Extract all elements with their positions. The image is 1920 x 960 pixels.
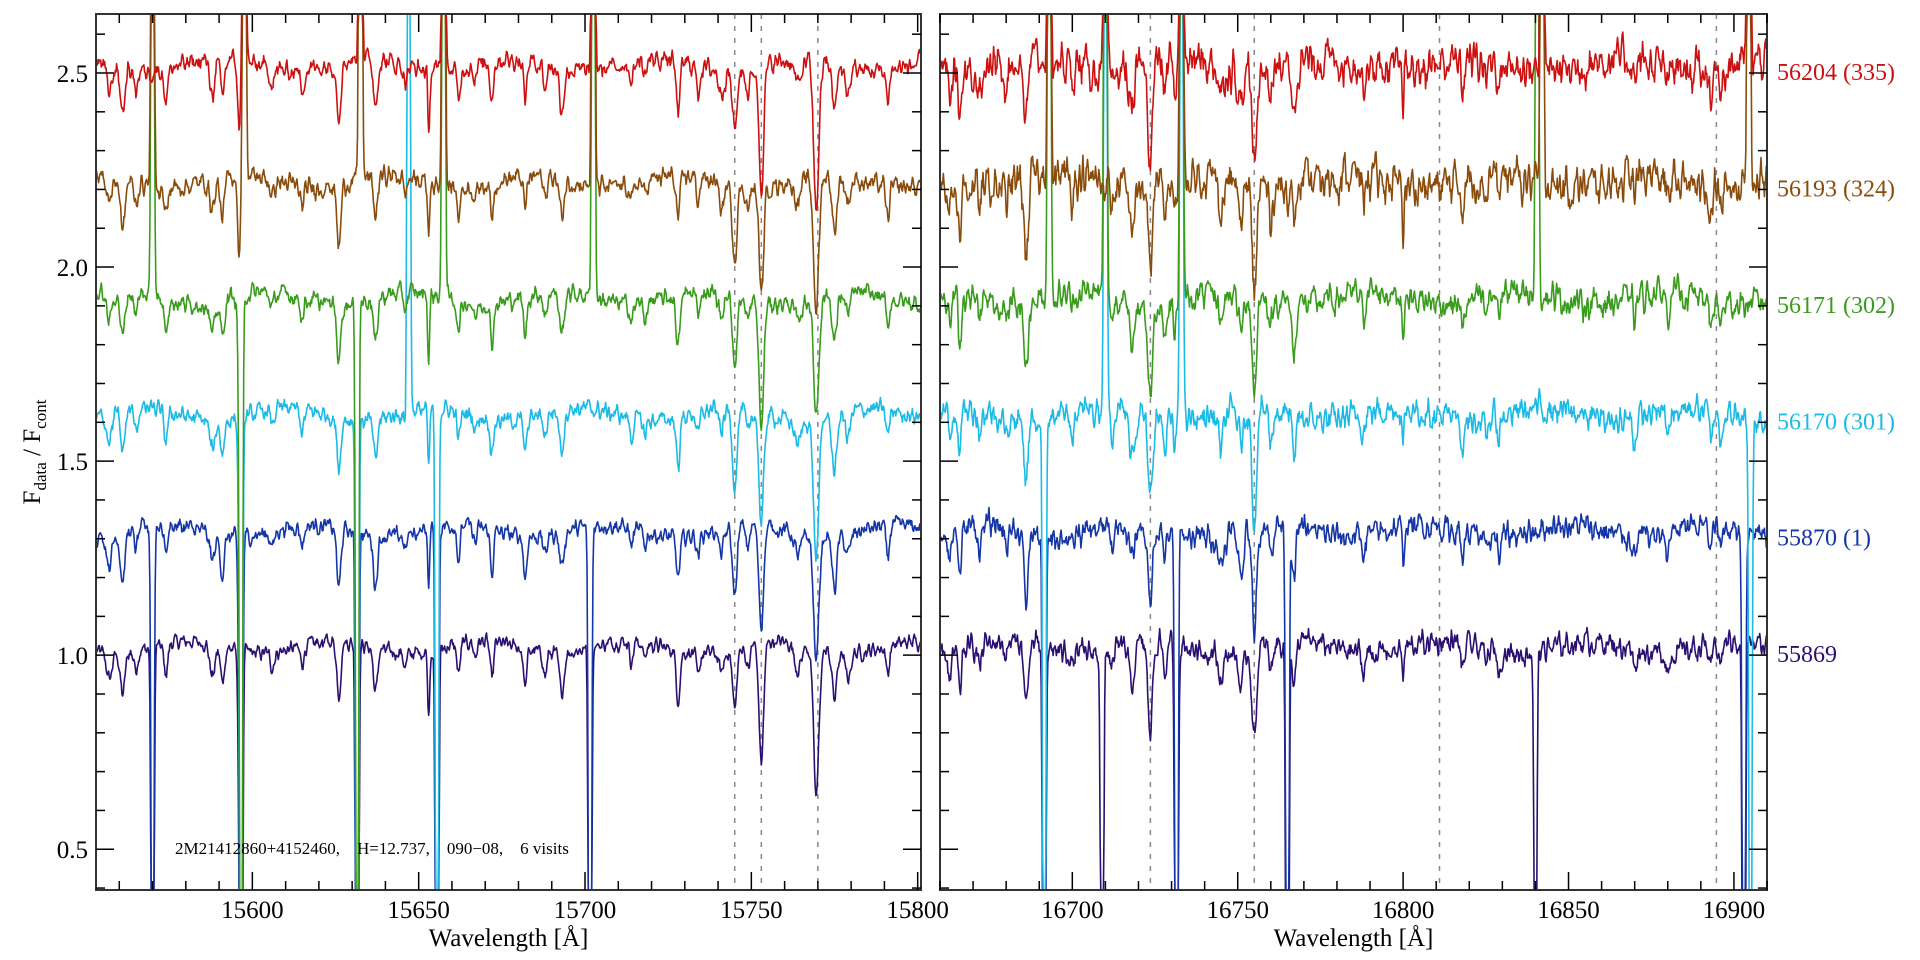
y-axis-title: Fdata / Fcont [19,399,50,504]
spectrum-55870 [96,514,921,890]
spectra-group [96,14,921,890]
spectrum-56193 [96,14,921,315]
x-axis-title: Wavelength [Å] [429,925,589,952]
spectrum-56171 [940,14,1767,399]
x-tick-label: 15600 [221,897,284,924]
legend-label-55869: 55869 [1777,642,1837,668]
legend-label-56170: 56170 (301) [1777,409,1895,435]
x-tick-label: 15700 [554,897,617,924]
x-tick-label: 16750 [1206,897,1269,924]
x-tick-label: 16850 [1537,897,1600,924]
plot-frame [95,13,922,891]
x-tick-label: 15800 [886,897,949,924]
spectrum-56171 [96,14,921,890]
legend-label-56204: 56204 (335) [1777,60,1895,86]
spectrum-56204 [96,14,921,211]
y-title-mid: / F [19,429,46,462]
y-title-sub2: cont [31,399,50,429]
spectrum-56170 [96,14,921,890]
spectrum-55869 [96,632,921,890]
spectrum-55870 [940,506,1767,890]
x-tick-label: 16800 [1372,897,1435,924]
legend-label-56193: 56193 (324) [1777,176,1895,202]
y-tick-label: 2.0 [57,255,88,282]
spectrum-56170 [940,14,1767,890]
panel-right: 16700 16750 16800 16850 16900 Wavelength [Å] [939,13,1768,952]
legend-label-56171: 56171 (302) [1777,293,1895,319]
y-tick-label: 2.5 [57,61,88,88]
spectrum-56204 [940,14,1767,172]
legend-label-55870: 55870 (1) [1777,526,1871,552]
x-axis-title: Wavelength [Å] [1274,925,1434,952]
y-tick-label: 1.0 [57,643,88,670]
y-title-f: F [19,491,46,505]
spectra-group [940,14,1767,890]
spectrum-55869 [940,626,1767,890]
annotation: 2M21412860+4152460, H=12.737, 090−08, 6 … [175,839,569,858]
panel-left: 15600 15650 15700 15750 15800 Wavelength [Å] 0… [57,13,949,952]
x-tick-label: 16700 [1041,897,1104,924]
x-tick-label: 15750 [720,897,783,924]
plot-frame [939,13,1768,891]
y-tick-label: 0.5 [57,837,88,864]
x-tick-label: 15650 [387,897,450,924]
y-tick-label: 1.5 [57,449,88,476]
spectrum-56193 [940,14,1767,301]
x-tick-label: 16900 [1703,897,1766,924]
y-title-sub1: data [31,462,50,491]
